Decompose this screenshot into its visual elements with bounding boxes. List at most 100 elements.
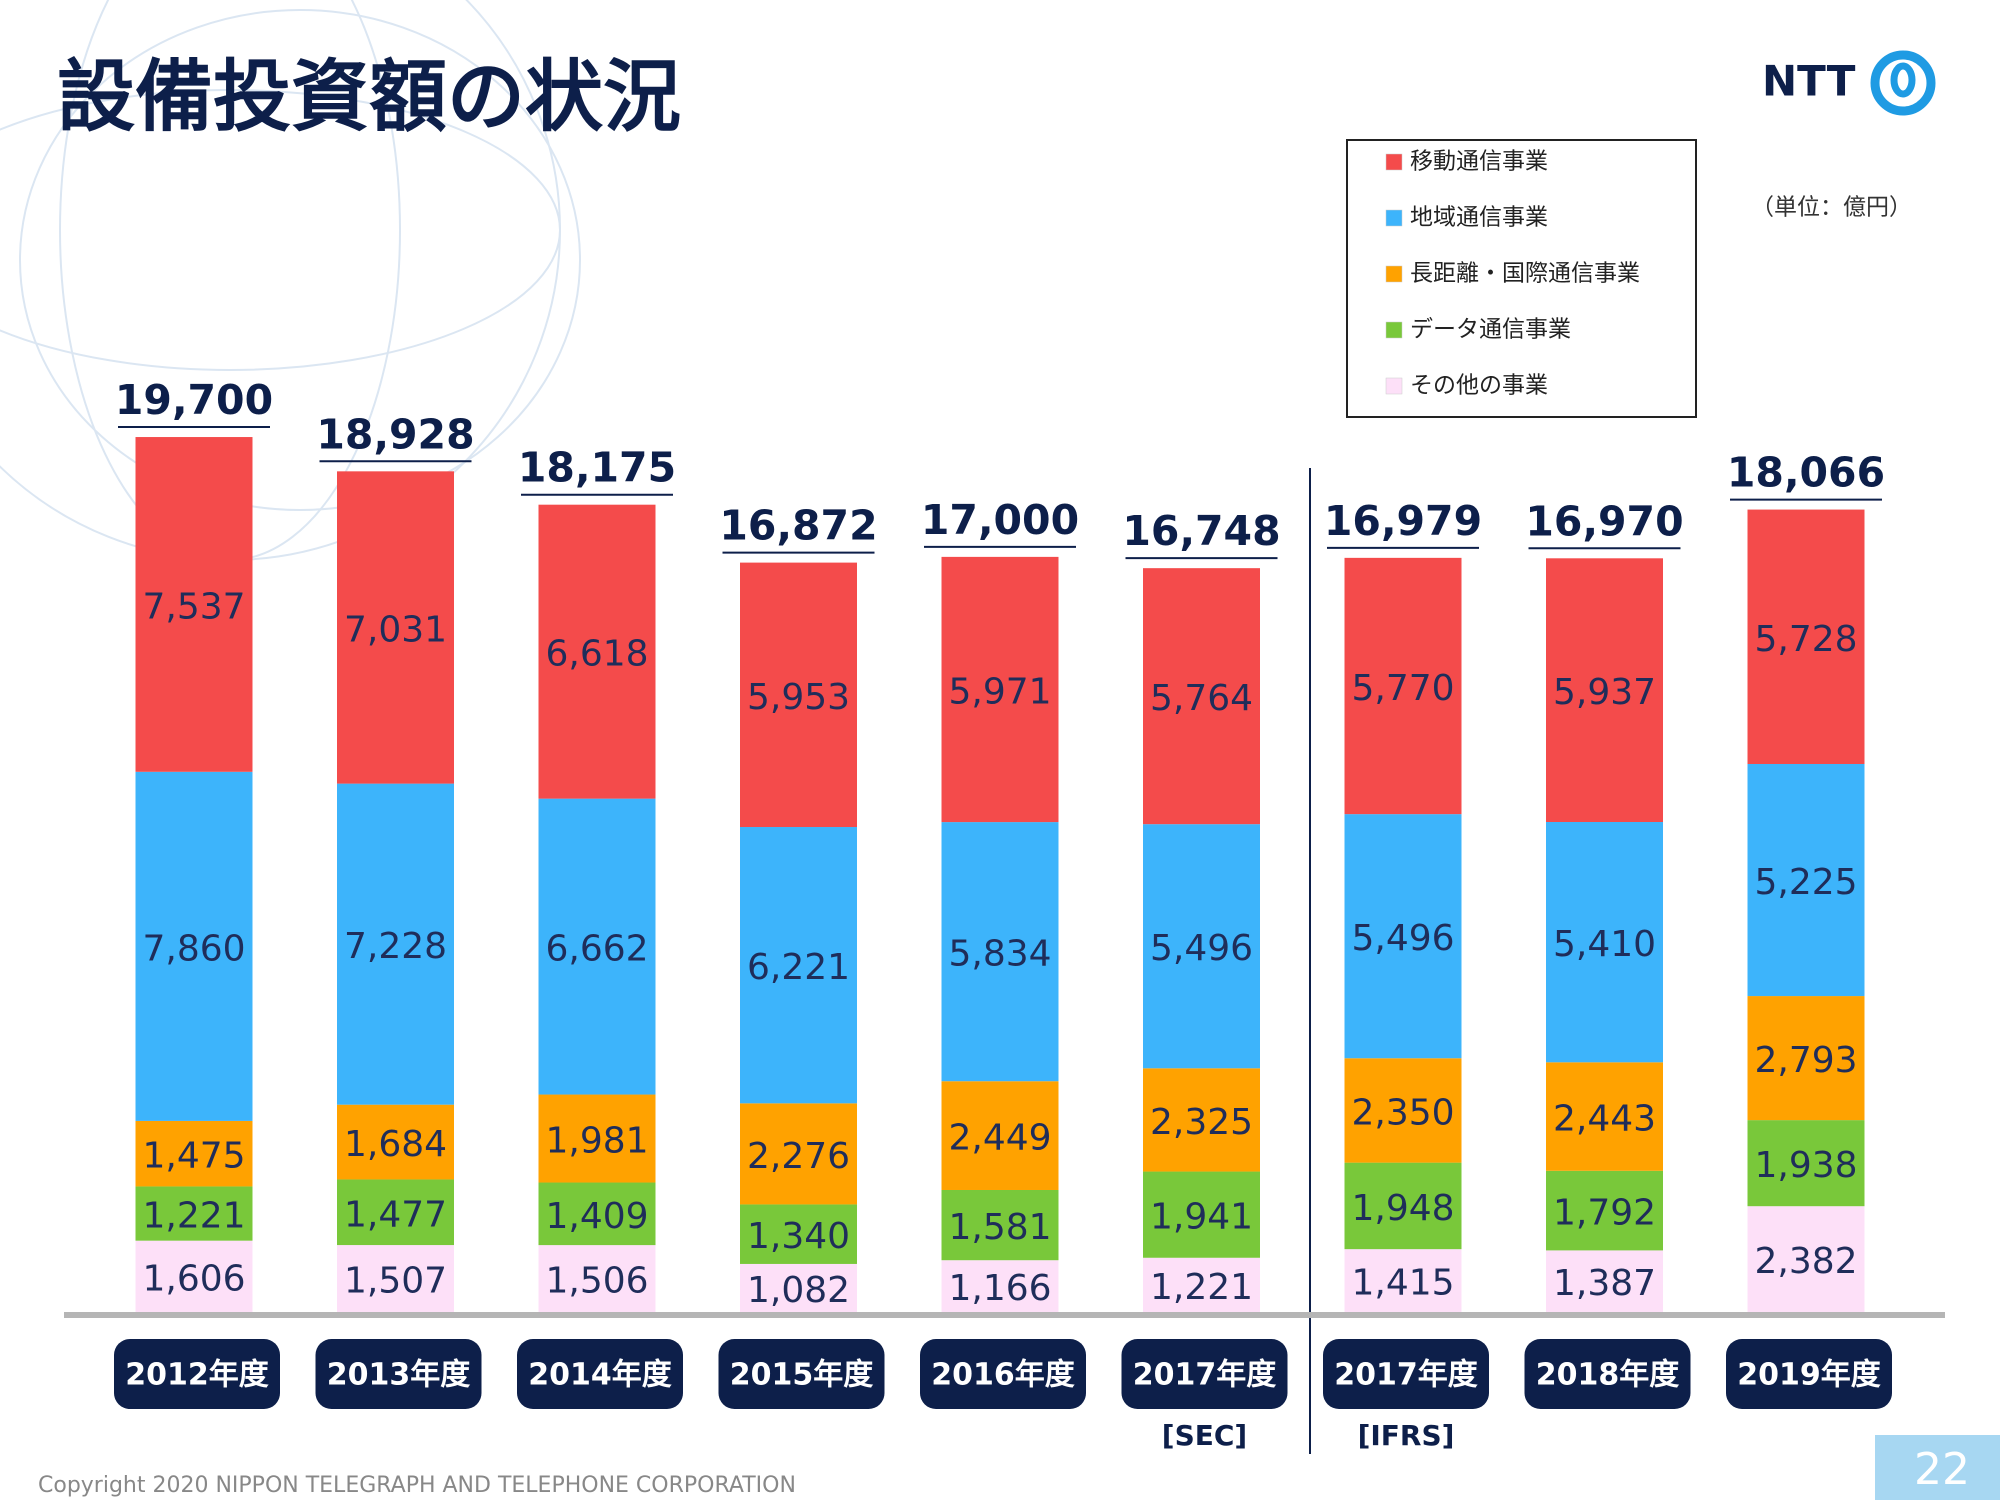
segment-label: 1,221 xyxy=(142,1196,245,1237)
category-note: [SEC] xyxy=(1162,1419,1247,1452)
legend-swatch xyxy=(1385,209,1403,227)
segment-label: 5,764 xyxy=(1150,678,1253,719)
bar-segment xyxy=(1747,1206,1865,1312)
category-label: 2017年度 xyxy=(1334,1358,1478,1393)
segment-label: 7,031 xyxy=(344,609,447,650)
bar-segment xyxy=(135,437,253,772)
segment-label: 1,684 xyxy=(344,1124,447,1165)
category-note: [IFRS] xyxy=(1358,1419,1455,1452)
category-pill xyxy=(315,1339,482,1409)
bar-segment xyxy=(538,1182,656,1246)
segment-label: 2,350 xyxy=(1351,1092,1454,1133)
legend-swatch xyxy=(1385,153,1403,171)
segment-label: 1,221 xyxy=(1150,1267,1253,1308)
segment-label: 1,581 xyxy=(948,1207,1051,1248)
page-number: 22 xyxy=(1914,1444,1970,1495)
bar-segment xyxy=(1747,509,1865,764)
bar-segment xyxy=(337,471,454,784)
bar-segment xyxy=(337,1245,454,1312)
segment-label: 5,953 xyxy=(747,677,850,718)
segment-label: 1,507 xyxy=(344,1261,447,1302)
segment-label: 5,770 xyxy=(1351,668,1454,709)
legend-box xyxy=(1346,139,1697,418)
segment-label: 5,225 xyxy=(1754,862,1857,903)
segment-label: 2,449 xyxy=(948,1118,1051,1159)
segment-label: 1,387 xyxy=(1553,1263,1656,1304)
bar-segment xyxy=(941,822,1059,1082)
legend-swatch xyxy=(1385,265,1403,283)
bar-segment xyxy=(1546,822,1663,1063)
segment-label: 7,228 xyxy=(344,926,447,967)
bar-segment xyxy=(1344,1249,1462,1312)
bar-segment xyxy=(1344,1058,1462,1163)
bar-segment xyxy=(337,1104,454,1180)
logo-mark xyxy=(1870,50,1936,116)
bar-segment xyxy=(1143,824,1260,1069)
segment-label: 1,948 xyxy=(1351,1188,1454,1229)
category-label: 2012年度 xyxy=(125,1358,269,1393)
segment-label: 5,834 xyxy=(948,934,1051,975)
bar-segment xyxy=(1344,1162,1462,1250)
legend-label: 移動通信事業 xyxy=(1410,149,1548,175)
logo-text: NTT xyxy=(1762,57,1856,106)
bar-segment xyxy=(1546,1170,1663,1251)
segment-label: 1,082 xyxy=(747,1270,850,1311)
category-label: 2018年度 xyxy=(1536,1358,1680,1393)
segment-label: 6,662 xyxy=(545,929,648,970)
segment-label: 1,166 xyxy=(948,1268,1051,1309)
segment-label: 1,792 xyxy=(1553,1193,1656,1234)
category-pill xyxy=(920,1339,1086,1409)
bar-segment xyxy=(1546,1062,1663,1171)
legend-label: その他の事業 xyxy=(1410,373,1548,399)
segment-label: 5,937 xyxy=(1553,672,1656,713)
bar-segment xyxy=(135,1240,253,1312)
bar-segment xyxy=(1143,568,1260,825)
bar-segment xyxy=(538,798,656,1095)
segment-label: 1,475 xyxy=(142,1136,245,1177)
category-label: 2016年度 xyxy=(931,1358,1075,1393)
page-number-box xyxy=(1875,1435,2000,1500)
segment-label: 2,276 xyxy=(747,1136,850,1177)
bar-segment xyxy=(337,783,454,1105)
segment-label: 2,793 xyxy=(1754,1040,1857,1081)
total-label: 18,175 xyxy=(518,444,676,492)
bar-segment xyxy=(941,556,1059,823)
segment-label: 2,325 xyxy=(1150,1102,1253,1143)
bar-segment xyxy=(538,1245,656,1312)
bar-segment xyxy=(1344,557,1462,815)
segment-label: 1,409 xyxy=(545,1196,648,1237)
copyright: Copyright 2020 NIPPON TELEGRAPH AND TELE… xyxy=(38,1473,796,1498)
bar-segment xyxy=(337,1179,454,1246)
segment-label: 6,221 xyxy=(747,947,850,988)
bar-segment xyxy=(538,504,656,799)
segment-label: 5,728 xyxy=(1754,619,1857,660)
bar-segment xyxy=(740,827,857,1104)
category-pill xyxy=(1524,1339,1691,1409)
total-label: 18,928 xyxy=(316,410,474,458)
legend-label: 地域通信事業 xyxy=(1410,205,1548,231)
total-label: 19,700 xyxy=(115,376,273,424)
segment-label: 2,443 xyxy=(1553,1099,1656,1140)
bar-segment xyxy=(1747,1120,1865,1207)
segment-label: 6,618 xyxy=(545,634,648,675)
bar-segment xyxy=(941,1081,1059,1190)
bar-segment xyxy=(740,1204,857,1264)
unit-note: （単位：億円） xyxy=(1751,195,1912,221)
bar-segment xyxy=(740,562,857,828)
segment-label: 5,496 xyxy=(1351,918,1454,959)
segment-label: 7,860 xyxy=(142,928,245,969)
legend-swatch xyxy=(1385,377,1403,395)
bar-segment xyxy=(1143,1171,1260,1258)
category-label: 2015年度 xyxy=(730,1358,874,1393)
category-label: 2019年度 xyxy=(1737,1358,1881,1393)
category-label: 2014年度 xyxy=(528,1358,672,1393)
total-label: 16,979 xyxy=(1324,497,1482,545)
bar-segment xyxy=(1546,1250,1663,1312)
segment-label: 5,496 xyxy=(1150,928,1253,969)
bar-segment xyxy=(1344,814,1462,1059)
bar-segment xyxy=(1747,996,1865,1121)
bar-segment xyxy=(740,1263,857,1312)
segment-label: 1,477 xyxy=(344,1194,447,1235)
